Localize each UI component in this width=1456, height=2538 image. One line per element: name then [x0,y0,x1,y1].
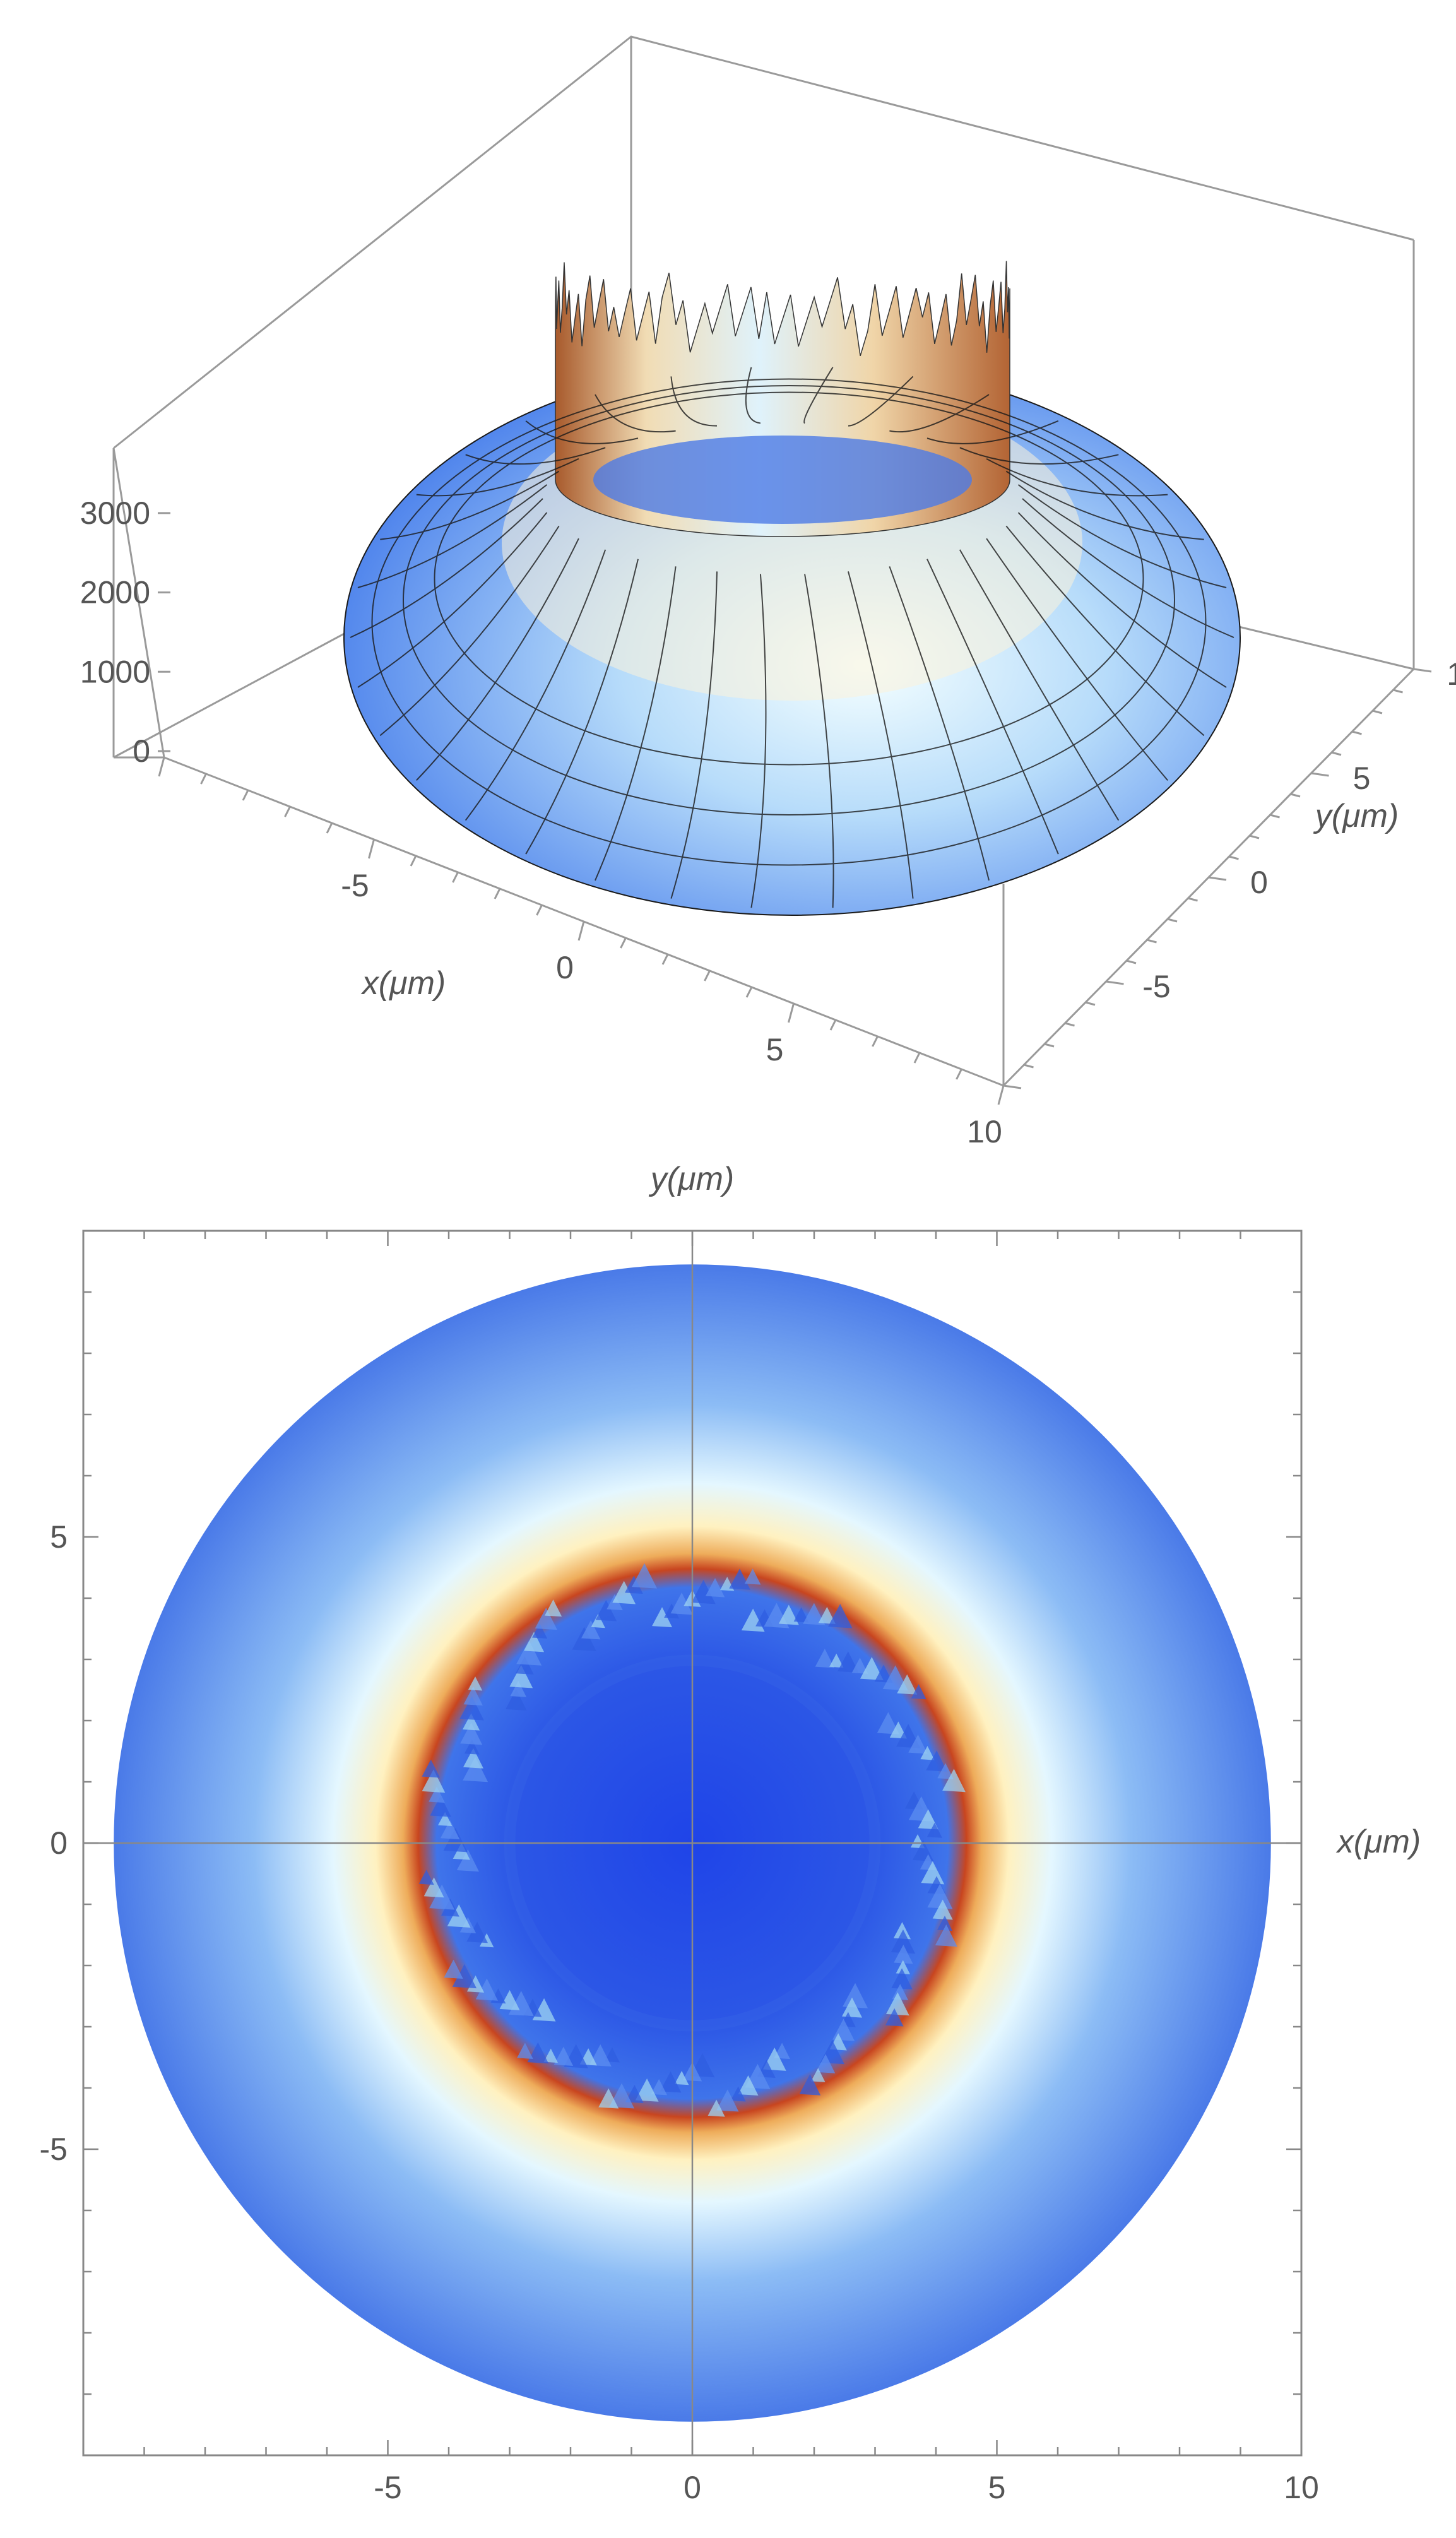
z-tick-label: 1000 [80,654,150,689]
y-tick-mark [1147,939,1157,944]
y-tick-mark [1044,1043,1055,1048]
x-axis-3d: -5 0 5 10 [158,757,1005,1149]
x-tick-label: 0 [556,950,574,985]
y-tick-mark [1290,793,1301,798]
z-tick-label: 2000 [80,575,150,610]
y-tick-mark [1106,980,1124,985]
y-tick-label: 5 [1353,761,1371,796]
x-tick-mark [410,855,417,867]
x-tick-mark [200,773,207,785]
x-tick-mark [536,904,543,916]
x-tick-mark [368,839,375,859]
y-tick-mark [1393,689,1403,694]
y-tick-mark [1126,959,1137,964]
y-tick-label: 0 [50,1825,68,1861]
x-tick-mark [661,954,669,965]
x-tick-mark [829,1019,837,1031]
x-tick-mark [452,872,459,883]
y-tick-mark [1270,814,1280,819]
x-tick-mark [997,1085,1005,1105]
surface-plot-3d: 0 1000 2000 3000 -5 0 5 10 -5 0 5 10 x(μm) y(μm) [80,35,1456,1149]
x-tick-mark [284,806,291,817]
surface [343,261,1241,916]
z-tick-label: 3000 [80,495,150,531]
y-tick-mark [1249,834,1260,839]
y-tick-mark [1372,709,1383,715]
y-axis-label-3d: y(μm) [1313,798,1399,834]
x-tick-label: 0 [684,2470,701,2505]
x-tick-mark [494,888,501,899]
y-tick-mark [1003,1084,1022,1089]
y-tick-label: -5 [40,2132,68,2167]
y-tick-mark [1229,855,1239,860]
y-tick-mark [1331,751,1342,756]
y-tick-mark [1167,918,1178,923]
density-plot-2d: -5 0 5 10 -5 0 5 y(μm) x(μm) [40,1161,1421,2505]
y-axis-3d: -5 0 5 10 [1003,656,1456,1089]
y-tick-mark [1085,1001,1096,1006]
y-tick-label: 0 [1250,865,1268,900]
x-tick-mark [913,1052,921,1064]
z-axis: 0 1000 2000 3000 [80,495,170,769]
y-tick-label: 10 [1447,656,1456,692]
y-tick-mark [1311,772,1329,777]
x-tick-label: 5 [766,1032,784,1067]
x-axis-label-2d: x(μm) [1335,1823,1421,1860]
x-tick-mark [326,822,333,834]
x-axis-label-3d: x(μm) [360,965,446,1002]
y-tick-mark [1413,668,1432,673]
x-tick-mark [620,937,627,949]
x-tick-mark [956,1069,962,1080]
y-tick-mark [1352,730,1362,735]
y-tick-mark [1065,1022,1075,1027]
x-tick-mark [577,921,585,941]
x-tick-label: 10 [967,1114,1002,1149]
surface-mesh [350,367,1234,908]
x-tick-mark [704,970,711,981]
x-tick-mark [788,1003,795,1023]
y-tick-mark [1208,876,1227,881]
x-tick-label: 10 [1284,2470,1319,2505]
y-axis-label-2d: y(μm) [649,1161,734,1197]
y-tick-mark [1188,897,1198,902]
y-tick-mark [1024,1064,1034,1069]
z-tick-label: 0 [133,733,150,769]
x-tick-mark [872,1036,879,1047]
x-tick-mark [158,757,165,777]
frame-ticks: -5 0 5 10 -5 0 5 [40,1230,1319,2505]
x-tick-mark [745,987,753,998]
x-tick-label: 5 [988,2470,1006,2505]
y-tick-label: 5 [50,1519,68,1555]
x-tick-label: -5 [341,868,369,903]
x-tick-label: -5 [374,2470,401,2505]
x-tick-mark [242,790,249,801]
y-tick-label: -5 [1142,969,1170,1004]
